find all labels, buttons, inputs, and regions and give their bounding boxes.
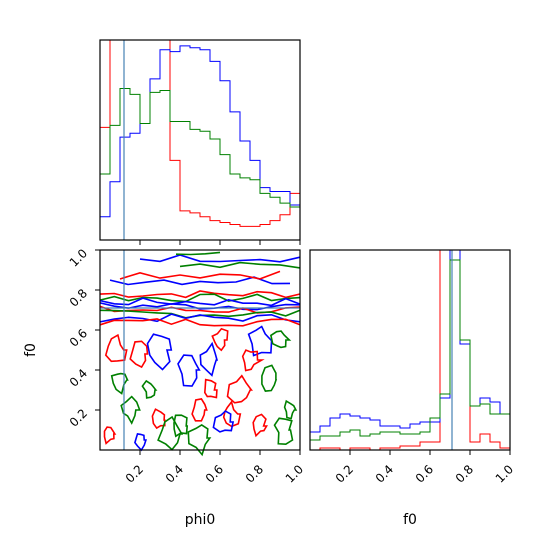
contour-blob-26	[151, 408, 166, 430]
contour-blob-16	[211, 327, 229, 352]
contour-blob-19	[110, 372, 129, 395]
contour-line-2	[99, 297, 301, 307]
contour-panel	[99, 250, 301, 457]
contour-blob-39	[199, 341, 219, 377]
contour-blob-29	[252, 413, 268, 438]
contour-blob-30	[283, 399, 298, 420]
contour-blob-20	[141, 379, 158, 399]
xtick-label-1: 0.4	[163, 462, 186, 485]
contour-line-9	[119, 270, 281, 280]
contour-blob-22	[203, 378, 218, 399]
contour-blob-31	[103, 426, 117, 445]
contour-blob-23	[226, 374, 253, 404]
ytick-label-2: 0.6	[67, 326, 90, 349]
y-axis-label-f0: f0	[23, 343, 39, 357]
ytick-label-1: 0.4	[67, 366, 90, 389]
contour-panel-frame	[99, 249, 301, 451]
xtick-label-0: 0.2	[333, 462, 356, 485]
x-axis-label-phi0: phi0	[185, 512, 216, 528]
xtick-label-0: 0.2	[123, 462, 146, 485]
contour-blob-38	[241, 349, 265, 372]
ytick-label-0: 0.2	[67, 406, 90, 429]
contour-blob-18	[270, 330, 292, 349]
phi0-histogram-frame	[99, 39, 301, 241]
contour-blob-14	[129, 340, 149, 369]
hist-series-2	[99, 88, 301, 240]
xtick-label-3: 0.8	[453, 462, 476, 485]
f0-histogram	[309, 249, 511, 451]
contour-blob-15	[146, 333, 173, 371]
contour-line-7	[99, 318, 301, 327]
contour-blob-33	[157, 415, 184, 451]
xtick-label-2: 0.6	[203, 462, 226, 485]
contour-blob-24	[261, 364, 278, 392]
hist-series-1	[99, 45, 301, 240]
contour-line-1	[99, 293, 301, 303]
contour-line-10	[179, 261, 301, 269]
hist-series-0	[99, 39, 301, 240]
xtick-label-4: 1.0	[493, 462, 516, 485]
contour-line-6	[99, 313, 301, 323]
x-axis-label-f0: f0	[403, 512, 417, 528]
contour-blob-28	[222, 400, 242, 428]
contour-blob-21	[177, 354, 201, 387]
phi0-histogram	[99, 39, 301, 240]
hist-series-0	[310, 249, 511, 451]
contour-line-11	[139, 254, 301, 263]
xtick-label-1: 0.4	[373, 462, 396, 485]
contour-line-12	[175, 251, 221, 256]
xtick-label-2: 0.6	[413, 462, 436, 485]
hist-series-1	[309, 249, 511, 450]
contour-blob-37	[173, 414, 189, 438]
ytick-label-3: 0.8	[67, 286, 90, 309]
contour-blob-13	[104, 333, 128, 363]
contour-blob-17	[247, 325, 273, 357]
contour-blob-34	[187, 423, 212, 457]
contour-blob-32	[134, 433, 147, 452]
contour-blob-27	[191, 398, 208, 422]
contour-blob-36	[273, 417, 294, 446]
ytick-label-4: 1.0	[67, 246, 90, 269]
contour-blob-35	[212, 410, 235, 433]
hist-series-2	[309, 259, 511, 450]
xtick-label-4: 1.0	[283, 462, 306, 485]
phi0-histogram-ticks	[139, 240, 301, 245]
f0-histogram-ticks: 0.2 0.4 0.6 0.8 1.0	[333, 450, 516, 486]
contour-line-0	[99, 290, 301, 299]
f0-histogram-frame	[309, 249, 511, 451]
xtick-label-3: 0.8	[243, 462, 266, 485]
